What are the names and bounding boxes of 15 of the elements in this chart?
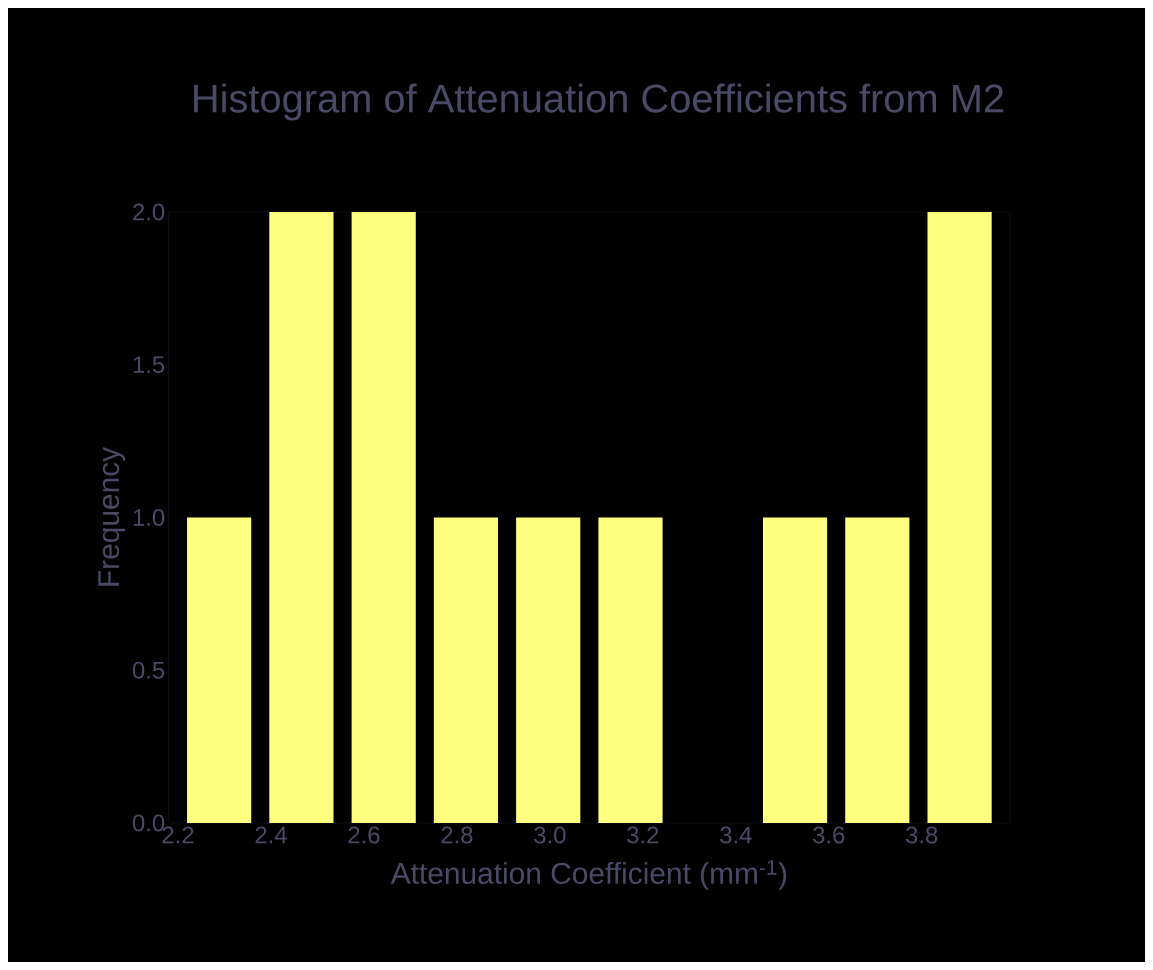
x-tick-label: 3.2	[627, 826, 659, 844]
chart-title: Histogram of Attenuation Coefficients from M2	[194, 83, 1004, 121]
y-tick-label: 1.5	[133, 356, 165, 374]
y-tick-label: 0.5	[132, 661, 165, 679]
y-axis-title: Frequency	[98, 446, 126, 586]
x-tick-label: 3.4	[720, 826, 752, 844]
x-tick-label: 3.0	[534, 826, 566, 844]
x-tick-label: 2.4	[255, 826, 287, 844]
x-tick-label: 2.6	[348, 826, 380, 844]
x-tick-label: 3.8	[905, 826, 938, 844]
x-axis-title: Attenuation Coefficient (mm$^{-1}$)	[390, 860, 787, 890]
y-tick-label: 1.0	[133, 509, 165, 526]
x-tick-label: 3.6	[813, 826, 845, 844]
y-tick-label: 2.0	[133, 203, 165, 221]
x-tick-label: 2.8	[441, 826, 473, 844]
